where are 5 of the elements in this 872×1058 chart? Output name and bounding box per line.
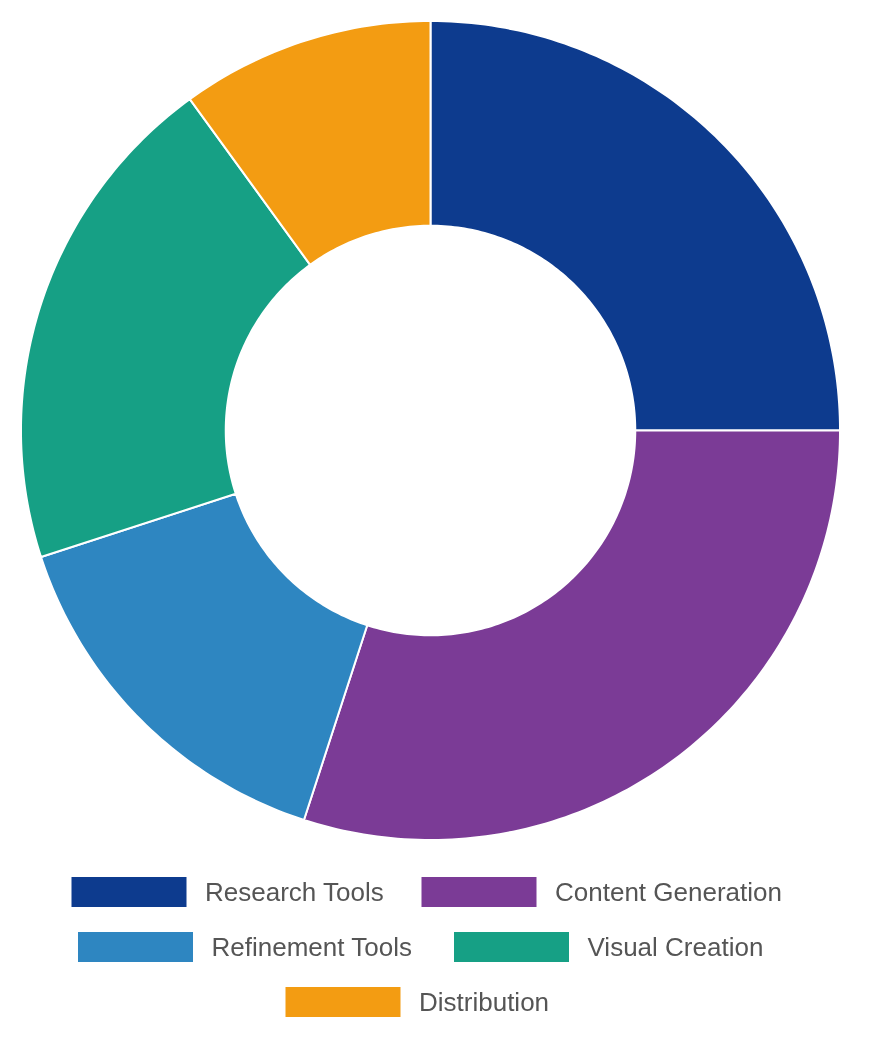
legend-label: Content Generation <box>555 877 782 908</box>
legend-label: Visual Creation <box>587 932 764 963</box>
legend-label: Refinement Tools <box>211 932 412 963</box>
legend-label: Distribution <box>419 987 550 1018</box>
legend-label: Research Tools <box>205 877 384 908</box>
